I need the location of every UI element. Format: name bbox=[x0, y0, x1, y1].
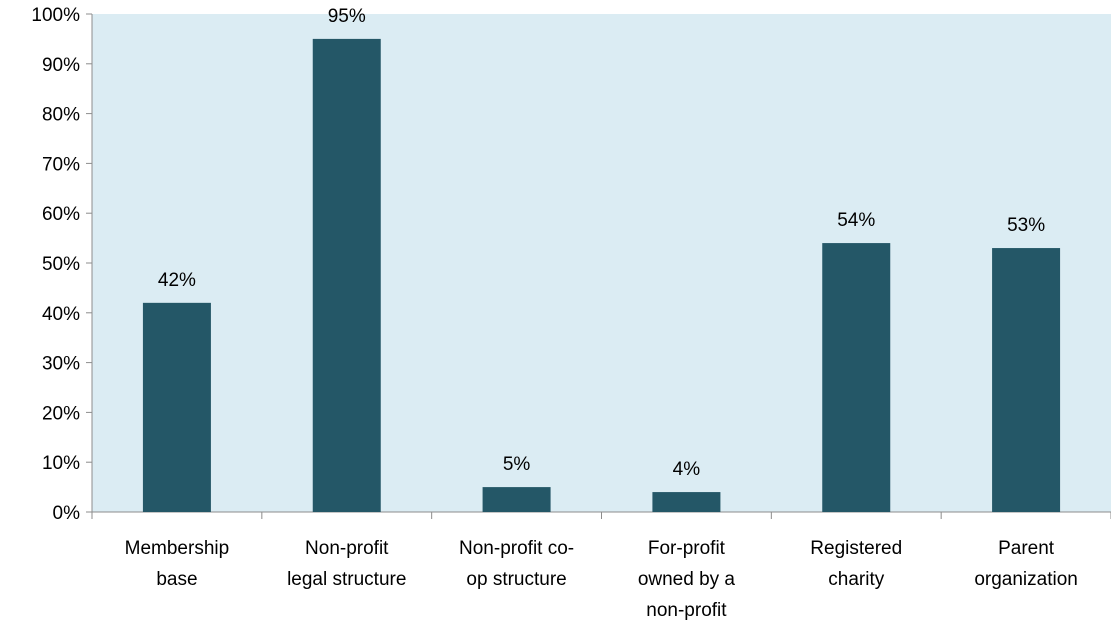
bar-value-label: 54% bbox=[837, 210, 875, 231]
y-axis: 0% 10% 20% 30% 40% 50% 60% 70% 80% 90% 100% bbox=[31, 5, 93, 524]
x-tick-label: For-profit owned by a non-profit bbox=[638, 538, 736, 621]
bar bbox=[822, 243, 891, 512]
y-tick-label: 90% bbox=[42, 55, 80, 76]
bar bbox=[482, 487, 551, 512]
y-tick-label: 0% bbox=[53, 503, 81, 524]
x-axis: Membership base Non-profit legal structure N… bbox=[91, 511, 1111, 621]
data-labels: 42% 95% 5% 4% 54% 53% bbox=[158, 6, 1045, 480]
x-tick-label: Registered charity bbox=[810, 538, 902, 590]
x-tick-label: Non-profit co-op structure bbox=[459, 538, 574, 590]
y-tick-label: 70% bbox=[42, 154, 80, 175]
y-tick-label: 100% bbox=[31, 5, 80, 26]
x-tick-label: Non-profit legal structure bbox=[287, 538, 406, 590]
x-tick-label: Membership base bbox=[125, 538, 230, 590]
bar-value-label: 5% bbox=[503, 454, 531, 475]
y-tick-label: 50% bbox=[42, 254, 80, 275]
y-tick-label: 40% bbox=[42, 304, 80, 325]
bar-value-label: 4% bbox=[673, 459, 701, 480]
bar-value-label: 95% bbox=[328, 6, 366, 27]
y-tick-label: 20% bbox=[42, 403, 80, 424]
y-tick-label: 80% bbox=[42, 105, 80, 126]
bars bbox=[142, 38, 1061, 513]
bar bbox=[312, 38, 381, 513]
bar-value-label: 53% bbox=[1007, 215, 1045, 236]
bar bbox=[142, 302, 211, 512]
y-tick-label: 30% bbox=[42, 354, 80, 375]
x-tick-label: Parent organization bbox=[974, 538, 1078, 590]
bar-value-label: 42% bbox=[158, 270, 196, 291]
y-tick-label: 60% bbox=[42, 204, 80, 225]
plot-area bbox=[92, 14, 1111, 512]
bar bbox=[652, 492, 721, 512]
y-tick-label: 10% bbox=[42, 453, 80, 474]
bar bbox=[992, 248, 1061, 512]
